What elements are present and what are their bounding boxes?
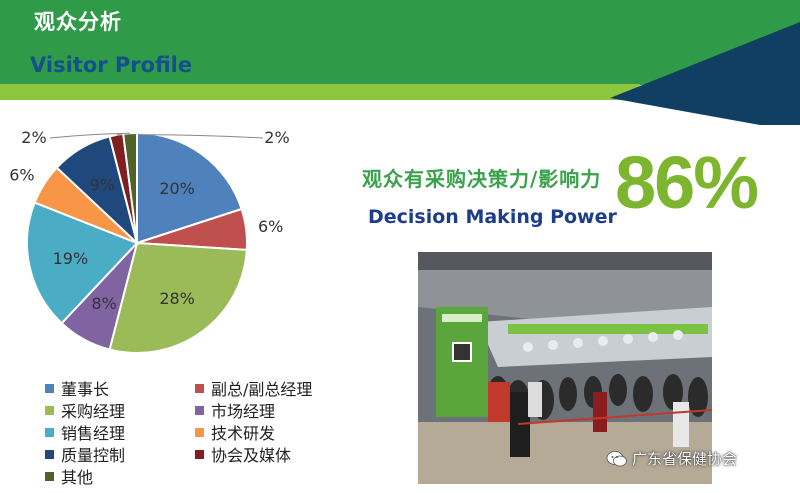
pie-label-6: 9% [90,175,115,194]
wechat-icon [606,451,627,467]
headline-en: Decision Making Power [368,206,617,228]
banner-light-stripe [0,84,640,100]
banner-navy-wedge [610,22,800,125]
pie-leader-line-8 [49,132,131,139]
legend-swatch [45,472,54,481]
pie-slice-0 [136,131,243,245]
legend-label: 其他 [61,468,94,487]
legend-swatch [195,384,204,393]
wechat-watermark: 广东省保健协会 [606,448,737,469]
page-subtitle: Visitor Profile [30,53,193,77]
legend-item: 市场经理 [195,398,275,422]
legend-item: 技术研发 [195,420,275,444]
legend-swatch [195,428,204,437]
legend-label: 质量控制 [61,446,126,465]
expo-entrance-photo [418,252,712,484]
pie-label-1: 6% [258,217,283,236]
legend-swatch [45,406,54,415]
visitor-pie-chart: 20% 6% 28% 8% 19% 6% 9% 2% 2% [9,128,290,354]
legend-item: 其他 [45,464,93,488]
legend-label: 技术研发 [211,424,276,443]
pie-slice-2 [108,241,248,354]
legend-item: 副总/副总经理 [195,376,312,400]
legend-item: 销售经理 [45,420,125,444]
pie-label-3: 8% [91,294,116,313]
legend-label: 副总/副总经理 [211,380,313,399]
legend-item: 协会及媒体 [195,442,291,466]
legend-label: 采购经理 [61,402,126,421]
header-banner [0,0,800,125]
page-title: 观众分析 [34,10,122,34]
pie-label-7: 2% [264,128,289,147]
legend-item: 董事长 [45,376,109,400]
legend-swatch [45,384,54,393]
legend-swatch [195,406,204,415]
legend-item: 质量控制 [45,442,125,466]
headline-cn: 观众有采购决策力/影响力 [362,167,602,191]
pie-label-4: 19% [53,249,89,268]
watermark-text: 广东省保健协会 [632,450,738,468]
pie-label-0: 20% [159,179,195,198]
pie-label-8: 2% [21,128,46,147]
banner-green-band [0,0,800,92]
decision-power-percent: 86% [615,141,759,224]
legend-label: 市场经理 [211,402,276,421]
pie-label-5: 6% [9,166,34,185]
legend-swatch [195,450,204,459]
legend-label: 董事长 [61,380,110,399]
legend-swatch [45,428,54,437]
pie-label-2: 28% [159,289,195,308]
legend-label: 协会及媒体 [211,446,292,465]
legend-swatch [45,450,54,459]
legend-label: 销售经理 [61,424,126,443]
legend-item: 采购经理 [45,398,125,422]
